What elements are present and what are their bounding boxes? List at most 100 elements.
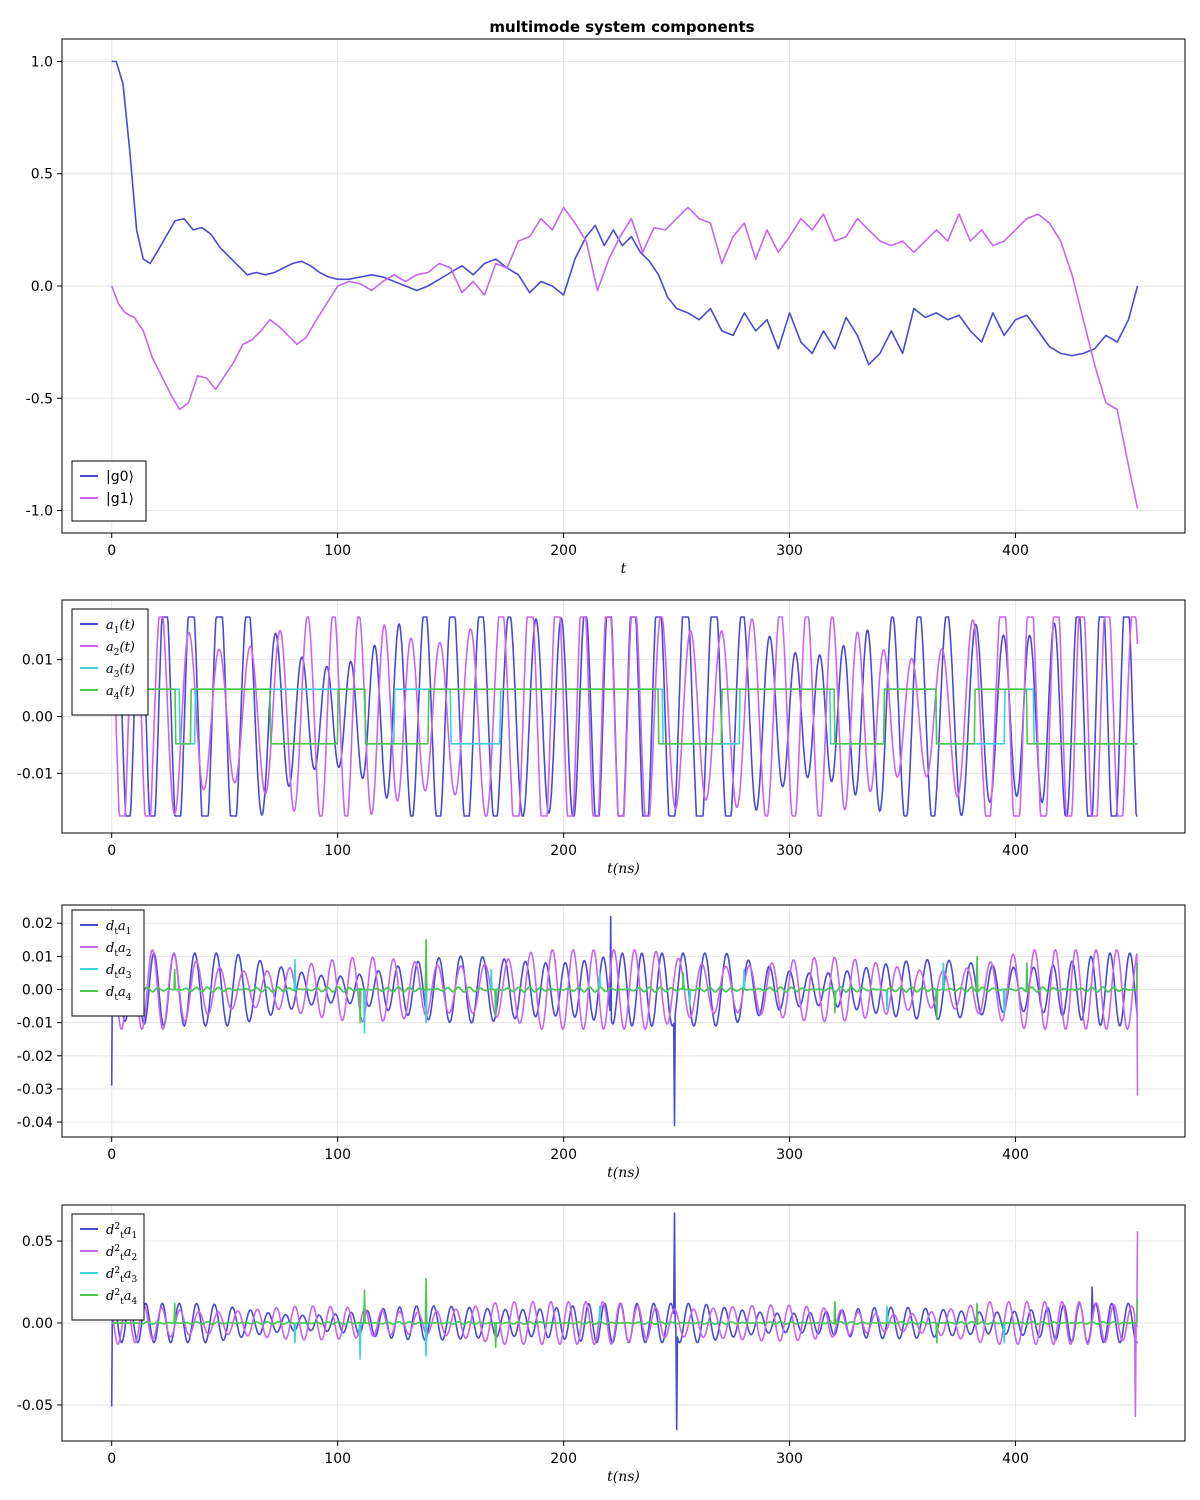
legend-label-part: t xyxy=(120,1275,124,1285)
y-tick-label: 0.05 xyxy=(22,1234,53,1250)
y-tick-label: 0.00 xyxy=(22,1316,53,1332)
legend-label: d2ta3 xyxy=(106,1266,137,1285)
x-tick-label: 300 xyxy=(776,1147,803,1163)
legend-label-part: d xyxy=(106,941,114,956)
panel-2: 0 100 200 300 4000.010.00-0.01t(ns)a1(t)a2(t… xyxy=(17,599,1186,877)
legend: a1(t)a2(t)a3(t)a4(t) xyxy=(71,608,149,716)
legend-label: |g0⟩ xyxy=(106,469,134,485)
series-line-2 xyxy=(111,616,1139,817)
x-tick-label: 100 xyxy=(324,1147,351,1163)
legend-label-part: a xyxy=(124,1223,132,1238)
legend-label-part: t xyxy=(120,1297,124,1307)
legend-label-part: 2 xyxy=(114,1244,120,1254)
panel-1: 0 100 200 300 400 1.0 0.5 0.0 -0.5 -1.0 t |g0⟩ |g1⟩ xyxy=(26,38,1186,577)
legend-label: a3(t) xyxy=(106,662,135,680)
x-tick-label: 0 xyxy=(107,543,116,559)
legend-label-part: d xyxy=(106,1289,114,1304)
legend-label-part: 2 xyxy=(114,1222,120,1232)
x-tick-label: 0 xyxy=(107,843,116,859)
y-tick-label: -0.01 xyxy=(17,766,53,782)
y-tick-label: -0.5 xyxy=(26,391,53,407)
legend-label: dta4 xyxy=(106,985,132,1003)
legend-label: a1(t) xyxy=(106,618,135,636)
legend-label-part: 4 xyxy=(131,1297,137,1307)
x-tick-label: 100 xyxy=(324,1451,351,1467)
legend-label: a4(t) xyxy=(106,684,135,702)
x-tick-label: 400 xyxy=(1002,1451,1029,1467)
x-tick-label: 200 xyxy=(550,843,577,859)
legend-label: d2ta4 xyxy=(106,1288,137,1307)
x-tick-label: 0 xyxy=(107,1147,116,1163)
legend: |g0⟩ |g1⟩ xyxy=(71,460,147,522)
legend-label: |g1⟩ xyxy=(106,491,134,507)
series-line-4 xyxy=(111,939,1139,1024)
legend-label: a2(t) xyxy=(106,640,135,658)
x-tick-label: 400 xyxy=(1002,543,1029,559)
chart-title: multimode system components xyxy=(489,18,754,36)
legend-label-part: a xyxy=(124,1289,132,1304)
legend-label-part: (t) xyxy=(120,662,135,677)
legend-box xyxy=(71,460,147,522)
y-tick-label: 0.00 xyxy=(22,710,53,726)
y-tick-label: -0.01 xyxy=(17,1016,53,1032)
legend-label-part: 1 xyxy=(131,1231,137,1241)
series-group xyxy=(110,616,1139,817)
y-tick-label: 0.0 xyxy=(31,279,53,295)
legend-label-part: a xyxy=(106,662,114,677)
y-tick-label: -1.0 xyxy=(26,504,53,520)
legend-label-part: a xyxy=(106,618,114,633)
legend-box xyxy=(71,1213,145,1321)
legend-label-part: d xyxy=(106,919,114,934)
legend-label: d2ta1 xyxy=(106,1222,137,1241)
legend-label-part: d xyxy=(106,985,114,1000)
legend-label-part: (t) xyxy=(120,684,135,699)
legend-label-part: (t) xyxy=(120,618,135,633)
series-group xyxy=(110,915,1139,1127)
x-tick-label: 400 xyxy=(1002,1147,1029,1163)
series-group xyxy=(110,60,1139,509)
legend-label-part: a xyxy=(124,1267,132,1282)
legend-label-part: 2 xyxy=(114,648,120,658)
legend-label-part: 3 xyxy=(114,670,120,680)
y-tick-label: -0.05 xyxy=(17,1398,53,1414)
series-line-2 xyxy=(110,949,1139,1096)
y-tick-label: 0.5 xyxy=(31,167,53,183)
legend-label: dta3 xyxy=(106,963,132,981)
legend-label-part: a xyxy=(124,1245,132,1260)
legend-box xyxy=(71,608,149,716)
legend-label-part: 2 xyxy=(114,1288,120,1298)
x-tick-label: 400 xyxy=(1002,843,1029,859)
y-tick-label: -0.03 xyxy=(17,1082,53,1098)
legend-label-part: t xyxy=(120,1253,124,1263)
panel-4: 0 100 200 300 4000.050.00-0.05t(ns)d2ta1d2ta… xyxy=(17,1204,1186,1485)
x-tick-label: 300 xyxy=(776,1451,803,1467)
legend-label-part: 2 xyxy=(131,1253,137,1263)
x-tick-label: 100 xyxy=(324,843,351,859)
y-tick-label: 0.02 xyxy=(22,916,53,932)
legend-label-part: a xyxy=(118,963,126,978)
series-group xyxy=(110,1212,1139,1431)
legend-label-part: t xyxy=(120,1231,124,1241)
x-tick-label: 300 xyxy=(776,843,803,859)
x-tick-label: 100 xyxy=(324,543,351,559)
legend-box xyxy=(71,909,145,1017)
legend-label-part: a xyxy=(106,684,114,699)
legend-label-part: t xyxy=(114,949,118,959)
legend-label-part: 2 xyxy=(114,1266,120,1276)
series-line-4 xyxy=(111,688,1138,745)
legend-label: dta2 xyxy=(106,941,131,959)
legend-label-part: 2 xyxy=(126,949,132,959)
legend-label-part: a xyxy=(118,919,126,934)
series-line-2 xyxy=(110,1231,1139,1418)
legend-label-part: d xyxy=(106,1223,114,1238)
legend-label-part: 1 xyxy=(126,927,132,937)
y-tick-label: -0.02 xyxy=(17,1049,53,1065)
y-tick-label: 0.00 xyxy=(22,983,53,999)
legend-label: d2ta2 xyxy=(106,1244,137,1263)
series-line-2 xyxy=(110,206,1139,509)
legend-label-part: d xyxy=(106,1245,114,1260)
x-tick-label: 300 xyxy=(776,543,803,559)
legend-label-part: (t) xyxy=(120,640,135,655)
